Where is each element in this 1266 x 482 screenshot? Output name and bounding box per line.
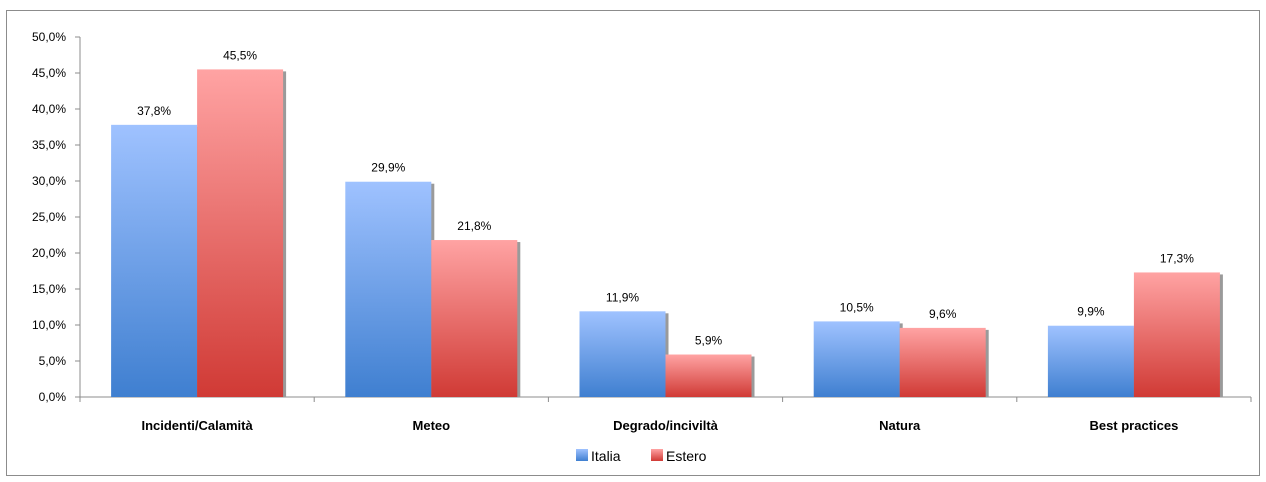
bar-italia [579,311,666,397]
y-tick-label: 50,0% [32,30,66,44]
data-labels: 37,8% 45,5% 29,9% 21,8% 11,9% 5,9% 10,5% 9,6% 9,… [137,48,1194,347]
y-tick-label: 0,0% [39,390,67,404]
data-label: 29,9% [371,161,405,175]
data-label: 9,6% [929,307,957,321]
legend-swatch-italia [576,449,588,461]
y-tick-label: 30,0% [32,174,66,188]
x-category-label: Degrado/inciviltà [613,418,719,433]
data-label: 45,5% [223,48,257,62]
y-tick-label: 40,0% [32,102,66,116]
data-label: 21,8% [457,219,491,233]
axes: 0,0% 5,0% 10,0% 15,0% 20,0% 25,0% 30,0% 35,0% 40… [32,30,1252,433]
bar-chart: 0,0% 5,0% 10,0% 15,0% 20,0% 25,0% 30,0% 35,0% 40… [32,30,1252,464]
data-label: 10,5% [840,300,874,314]
bar-estero [899,327,986,397]
data-label: 37,8% [137,104,171,118]
bar-italia [111,124,198,397]
data-label: 11,9% [606,290,639,304]
legend-label-estero: Estero [666,448,707,464]
x-category-label: Meteo [413,418,451,433]
y-tick-label: 10,0% [32,318,66,332]
legend-swatch-estero [651,449,663,461]
legend-label-italia: Italia [591,448,621,464]
chart-frame: 0,0% 5,0% 10,0% 15,0% 20,0% 25,0% 30,0% 35,0% 40… [6,10,1260,476]
x-category-label: Natura [879,418,921,433]
bar-italia [1047,325,1134,397]
legend: Italia Estero [576,448,707,464]
y-tick-label: 25,0% [32,210,66,224]
y-tick-label: 45,0% [32,66,66,80]
y-tick-label: 20,0% [32,246,66,260]
bar-estero [1133,272,1220,397]
bar-estero [665,354,752,397]
x-category-label: Incidenti/Calamità [141,418,253,433]
y-tick-label: 15,0% [32,282,66,296]
bar-estero [197,69,284,398]
data-label: 17,3% [1160,251,1194,265]
x-category-label: Best practices [1089,418,1178,433]
bars [111,69,1223,398]
bar-estero [431,240,518,397]
bar-italia [345,181,432,397]
y-tick-label: 35,0% [32,138,66,152]
y-tick-label: 5,0% [39,354,67,368]
data-label: 9,9% [1077,305,1105,319]
bar-italia [813,321,900,397]
data-label: 5,9% [695,334,723,348]
